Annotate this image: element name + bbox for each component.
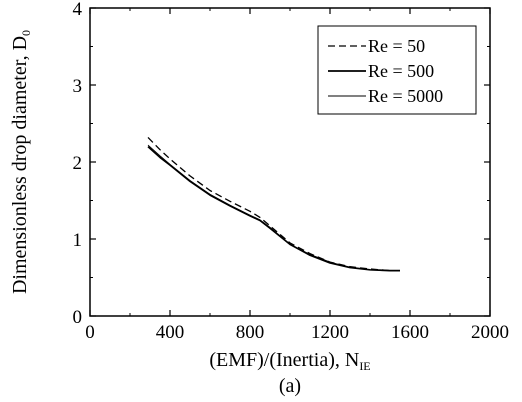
x-tick-label: 0 [85, 322, 95, 343]
panel-label: (a) [279, 375, 301, 397]
legend-box [317, 25, 477, 115]
series-line-re-5000 [147, 144, 400, 272]
x-tick-label: 1200 [311, 322, 349, 343]
x-tick-label: 2000 [471, 322, 509, 343]
series-line-re-50 [147, 136, 400, 272]
y-tick-label: 3 [73, 76, 83, 97]
legend-entry: Re = 500 [368, 61, 434, 81]
y-tick-label: 2 [73, 153, 83, 174]
y-tick-label: 1 [73, 230, 83, 251]
tick-labels: 0 400 800 1200 1600 2000 0 1 2 3 4 [73, 0, 510, 343]
series-line-re-500 [147, 145, 400, 272]
series-lines [147, 136, 400, 272]
y-axis-title-text: Dimensionless drop diameter, D [9, 36, 31, 294]
x-tick-label: 800 [236, 322, 265, 343]
y-tick-label: 4 [73, 0, 83, 20]
plot-frame [89, 7, 491, 317]
legend-entry: Re = 50 [368, 36, 425, 56]
x-axis-title-text: (EMF)/(Inertia), N [209, 349, 359, 371]
y-axis-title-subscript: 0 [19, 30, 33, 36]
legend-entry: Re = 5000 [368, 86, 443, 106]
y-axis-title: Dimensionless drop diameter, D0 [9, 30, 33, 294]
legend: Re = 50 Re = 500 Re = 5000 [317, 25, 477, 115]
y-tick-label: 0 [73, 307, 83, 328]
x-axis-title-subscript: IE [359, 359, 370, 373]
x-axis-title: (EMF)/(Inertia), NIE [209, 349, 370, 373]
x-tick-label: 400 [156, 322, 185, 343]
x-tick-label: 1600 [391, 322, 429, 343]
